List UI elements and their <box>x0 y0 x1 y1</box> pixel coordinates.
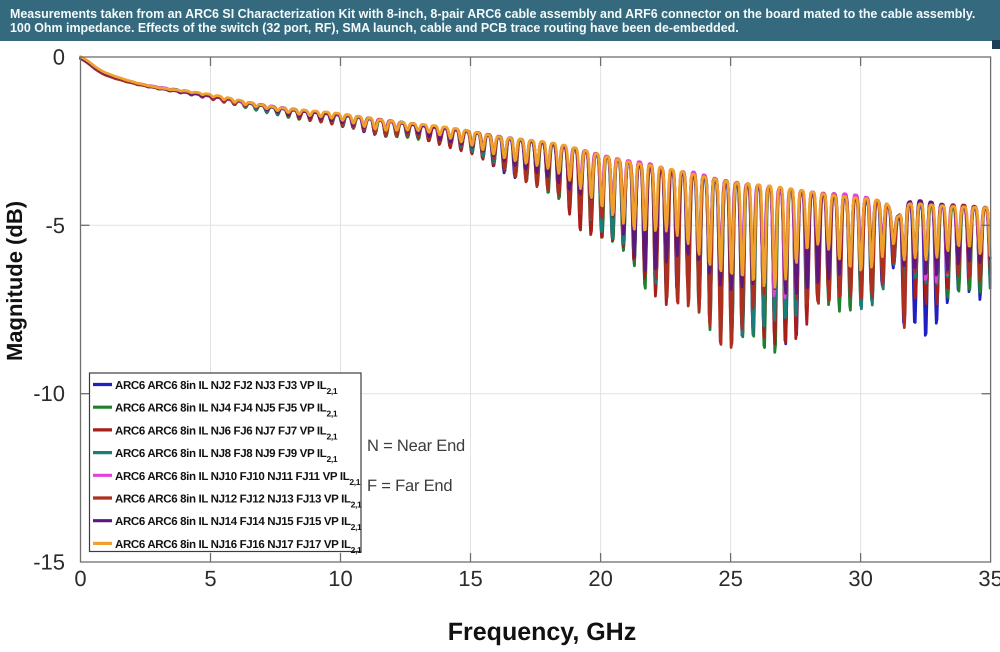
svg-text:30: 30 <box>848 566 872 591</box>
svg-text:ARC6 ARC6 8in IL NJ8 FJ8 NJ9 F: ARC6 ARC6 8in IL NJ8 FJ8 NJ9 FJ9 VP IL2,… <box>115 448 338 464</box>
svg-text:-15: -15 <box>33 550 65 575</box>
svg-text:35: 35 <box>978 566 1000 591</box>
svg-text:Frequency, GHz: Frequency, GHz <box>448 618 636 646</box>
svg-text:ARC6 ARC6 8in IL NJ14 FJ14 NJ1: ARC6 ARC6 8in IL NJ14 FJ14 NJ15 FJ15 VP … <box>115 516 362 532</box>
svg-text:F = Far End: F = Far End <box>367 477 452 495</box>
svg-text:ARC6 ARC6 8in IL NJ10 FJ10 NJ1: ARC6 ARC6 8in IL NJ10 FJ10 NJ11 FJ11 VP … <box>115 471 361 487</box>
svg-text:-10: -10 <box>33 381 65 406</box>
svg-text:ARC6 ARC6 8in IL NJ6 FJ6 NJ7 F: ARC6 ARC6 8in IL NJ6 FJ6 NJ7 FJ7 VP IL2,… <box>115 425 338 441</box>
svg-text:20: 20 <box>588 566 612 591</box>
svg-text:0: 0 <box>53 45 65 70</box>
svg-text:N = Near End: N = Near End <box>367 437 465 455</box>
svg-text:Magnitude (dB): Magnitude (dB) <box>2 201 27 361</box>
svg-text:0: 0 <box>74 566 86 591</box>
svg-text:5: 5 <box>204 566 216 591</box>
svg-text:25: 25 <box>718 566 742 591</box>
svg-text:15: 15 <box>458 566 482 591</box>
svg-text:ARC6 ARC6 8in IL NJ4 FJ4 NJ5 F: ARC6 ARC6 8in IL NJ4 FJ4 NJ5 FJ5 VP IL2,… <box>115 403 338 419</box>
svg-text:ARC6 ARC6 8in IL NJ16 FJ16 NJ1: ARC6 ARC6 8in IL NJ16 FJ16 NJ17 FJ17 VP … <box>115 539 362 555</box>
svg-text:10: 10 <box>328 566 352 591</box>
svg-text:-5: -5 <box>45 213 65 238</box>
